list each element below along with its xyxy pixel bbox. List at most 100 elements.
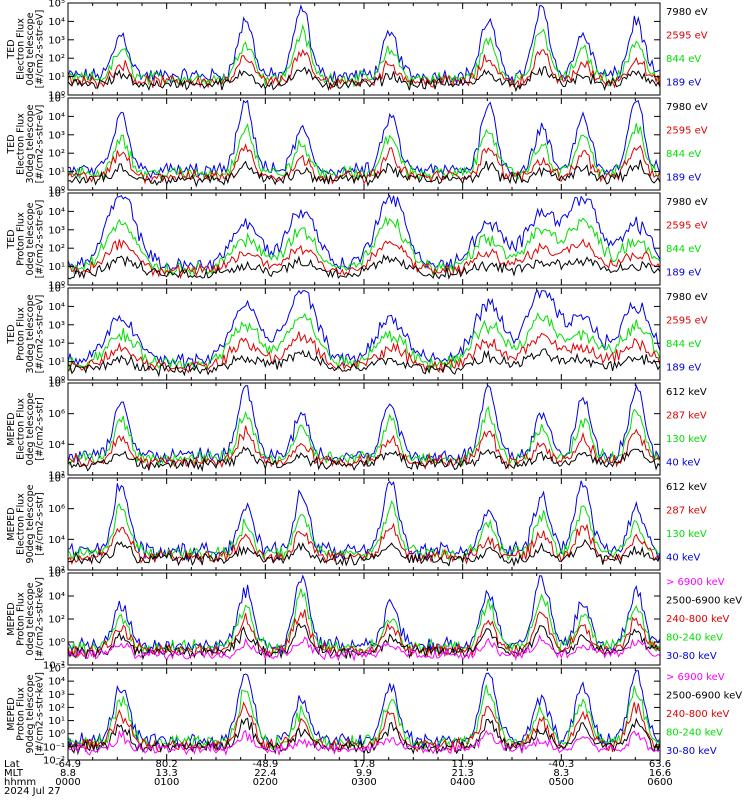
x-tick-label: -40.3 — [548, 759, 574, 770]
legend-entry: 2595 eV — [666, 31, 708, 42]
series-trace--6900-kev — [68, 729, 660, 756]
series-trace-7980-ev — [68, 65, 660, 93]
y-axis-label: TED — [6, 229, 17, 249]
y-tick-label: 10⁰ — [48, 729, 65, 740]
legend-entry: 80-240 keV — [666, 728, 723, 739]
y-axis-label: [#/cm2-s-str-eV] — [35, 200, 46, 279]
legend-entry: 40 keV — [666, 553, 700, 564]
y-tick-label: 10² — [48, 615, 65, 626]
x-tick-label: 0000 — [55, 777, 80, 788]
y-tick-label: 10⁰ — [48, 376, 65, 387]
y-tick-label: 10² — [48, 566, 65, 577]
y-axis-label: TED — [6, 324, 17, 344]
legend-entry: 844 eV — [666, 244, 701, 255]
legend-entry: 189 eV — [666, 78, 701, 89]
legend-entry: 287 keV — [666, 506, 707, 517]
y-axis-label: 0deg telescope — [25, 392, 36, 465]
y-axis-label: Electron Flux — [16, 113, 27, 175]
y-axis-label: Electron Flux — [16, 493, 27, 555]
x-tick-label: 13.3 — [156, 768, 178, 779]
series-trace-844-ev — [68, 311, 660, 372]
y-axis-label: MEPED — [6, 412, 17, 445]
legend-entry: 240-800 keV — [666, 709, 730, 720]
legend-entry: 2595 eV — [666, 316, 708, 327]
legend-entry: 2500-6900 keV — [666, 596, 742, 607]
series-trace-2595-ev — [68, 238, 660, 280]
y-tick-label: 10⁻² — [43, 661, 65, 672]
x-tick-label: 0400 — [450, 777, 475, 788]
legend-entry: 2500-6900 keV — [666, 691, 742, 702]
y-axis-label: TED — [6, 134, 17, 154]
y-axis-label: [#/cm2-s-str-eV] — [35, 10, 46, 89]
x-tick-label: 0200 — [253, 777, 278, 788]
x-tick-label: 21.3 — [452, 768, 474, 779]
legend-entry: 130 keV — [666, 529, 707, 540]
y-axis-label: Electron Flux — [16, 398, 27, 460]
x-tick-label: 8.3 — [553, 768, 569, 779]
series-trace-612-kev — [68, 538, 660, 567]
x-tick-label: 0100 — [154, 777, 179, 788]
y-tick-label: 10⁰ — [48, 638, 65, 649]
y-tick-label: 10⁴ — [48, 112, 65, 123]
series-trace-30-80-kev — [68, 574, 660, 655]
legend-entry: > 6900 keV — [666, 672, 725, 683]
x-tick-label: 17.8 — [353, 759, 375, 770]
y-tick-label: 10⁵ — [48, 284, 65, 295]
y-axis-label: Proton Flux — [16, 307, 27, 361]
y-axis-label: 0deg telescope — [25, 582, 36, 655]
x-row-label: MLT — [4, 768, 24, 779]
y-axis-label: Proton Flux — [16, 592, 27, 646]
x-row-label: hhmm — [4, 777, 36, 788]
x-tick-label: -48.9 — [252, 759, 278, 770]
legend-entry: 844 eV — [666, 149, 701, 160]
y-tick-label: 10⁰ — [48, 91, 65, 102]
y-tick-label: 10¹ — [48, 357, 65, 368]
x-tick-label: 80.2 — [156, 759, 178, 770]
y-tick-label: 10² — [48, 339, 65, 350]
y-tick-label: 10³ — [48, 690, 65, 701]
series-trace-7980-ev — [68, 254, 660, 280]
legend-entry: 612 keV — [666, 387, 707, 398]
y-tick-label: 10⁴ — [48, 535, 65, 546]
y-axis-label: [#/cm2-s-str-eV] — [35, 295, 46, 374]
y-axis-label: [#/cm2-s-str-keV] — [35, 672, 46, 756]
y-axis-label: Proton Flux — [16, 687, 27, 741]
y-tick-label: 10⁸ — [48, 379, 65, 390]
x-tick-label: 8.8 — [60, 768, 76, 779]
x-tick-label: 11.9 — [452, 759, 474, 770]
y-tick-label: 10³ — [48, 130, 65, 141]
y-tick-label: 10² — [48, 471, 65, 482]
y-axis-label: 0deg telescope — [25, 202, 36, 275]
y-tick-label: 10⁴ — [48, 440, 65, 451]
legend-entry: 612 keV — [666, 482, 707, 493]
y-tick-label: 10¹ — [48, 262, 65, 273]
legend-entry: 30-80 keV — [666, 651, 717, 662]
y-axis-label: 30deg telescope — [25, 294, 36, 373]
legend-entry: 844 eV — [666, 339, 701, 350]
series-trace-2595-ev — [68, 331, 660, 374]
y-tick-label: 10⁻¹ — [43, 742, 65, 753]
series-trace-189-ev — [68, 3, 660, 86]
y-tick-label: 10³ — [48, 35, 65, 46]
y-axis-label: MEPED — [6, 602, 17, 635]
series-trace-844-ev — [68, 23, 660, 87]
y-axis-label: MEPED — [6, 507, 17, 540]
x-row-label: Lat — [4, 759, 20, 770]
y-tick-label: 10⁰ — [48, 186, 65, 197]
y-tick-label: 10⁶ — [48, 569, 65, 580]
y-tick-label: 10¹ — [48, 72, 65, 83]
y-tick-label: 10⁴ — [48, 592, 65, 603]
legend-entry: 189 eV — [666, 268, 701, 279]
legend-entry: 40 keV — [666, 458, 700, 469]
y-tick-label: 10⁵ — [48, 0, 65, 10]
x-tick-label: 0500 — [549, 777, 574, 788]
y-tick-label: 10⁶ — [48, 409, 65, 420]
legend-entry: 7980 eV — [666, 197, 708, 208]
legend-entry: 189 eV — [666, 363, 701, 374]
y-axis-label: [#/cm2-s-str] — [35, 492, 46, 555]
y-axis-label: MEPED — [6, 697, 17, 730]
y-tick-label: 10⁰ — [48, 281, 65, 292]
y-tick-label: 10⁴ — [48, 302, 65, 313]
y-tick-label: 10¹ — [48, 716, 65, 727]
